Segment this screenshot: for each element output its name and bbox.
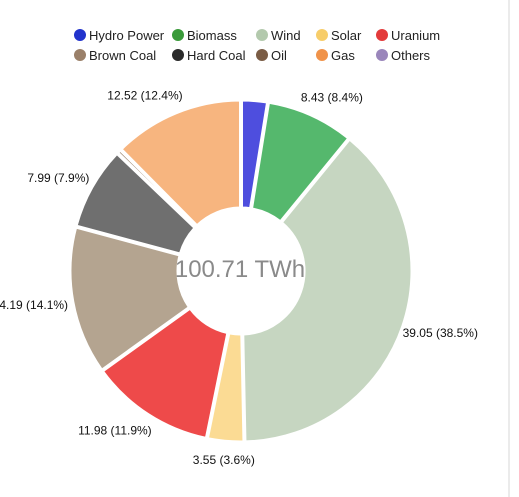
legend-item-oil[interactable]: Oil [256, 47, 316, 63]
slice-label-biomass: 8.43 (8.4%) [301, 91, 363, 105]
slice-oil[interactable] [118, 150, 196, 227]
legend: Hydro Power Biomass Wind Solar Uranium Brown … [74, 27, 474, 63]
legend-label: Solar [331, 27, 362, 43]
legend-item-hydro-power[interactable]: Hydro Power [74, 27, 172, 43]
legend-label: Hard Coal [187, 47, 246, 63]
legend-swatch [376, 49, 388, 61]
legend-label: Brown Coal [89, 47, 157, 63]
legend-swatch [172, 49, 184, 61]
slice-wind[interactable] [243, 139, 412, 442]
legend-item-wind[interactable]: Wind [256, 27, 316, 43]
slice-label-hard-coal: 7.99 (7.9%) [27, 171, 89, 185]
legend-swatch [316, 49, 328, 61]
legend-item-gas[interactable]: Gas [316, 47, 376, 63]
legend-label: Gas [331, 47, 355, 63]
legend-label: Hydro Power [89, 27, 165, 43]
slice-solar[interactable] [207, 333, 244, 442]
slice-hydro-power[interactable] [242, 100, 267, 209]
legend-item-hard-coal[interactable]: Hard Coal [172, 47, 256, 63]
legend-swatch [256, 49, 268, 61]
legend-label: Others [391, 47, 431, 63]
legend-swatch [172, 29, 184, 41]
slice-hard-coal[interactable] [76, 154, 195, 254]
legend-label: Wind [271, 27, 301, 43]
legend-swatch [376, 29, 388, 41]
slice-uranium[interactable] [103, 309, 228, 438]
legend-label: Biomass [187, 27, 237, 43]
legend-item-others[interactable]: Others [376, 47, 456, 63]
slice-gas[interactable] [121, 100, 240, 226]
panel-edge [508, 0, 510, 497]
slice-label-gas: 12.52 (12.4%) [107, 88, 182, 102]
legend-item-biomass[interactable]: Biomass [172, 27, 256, 43]
legend-swatch [74, 29, 86, 41]
legend-item-uranium[interactable]: Uranium [376, 27, 456, 43]
slice-label-wind: 39.05 (38.5%) [403, 326, 478, 340]
slice-biomass[interactable] [252, 102, 348, 222]
slice-label-brown-coal: 14.19 (14.1%) [0, 298, 68, 312]
legend-swatch [256, 29, 268, 41]
slice-brown-coal[interactable] [70, 227, 189, 370]
donut-slices [70, 100, 412, 442]
legend-swatch [316, 29, 328, 41]
slice-label-uranium: 11.98 (11.9%) [78, 423, 152, 437]
legend-item-brown-coal[interactable]: Brown Coal [74, 47, 172, 63]
slice-labels: 8.43 (8.4%) 39.05 (38.5%) 3.55 (3.6%) 11.98… [0, 88, 478, 467]
legend-item-solar[interactable]: Solar [316, 27, 376, 43]
center-total: 100.71 TWh [175, 256, 305, 283]
slice-label-solar: 3.55 (3.6%) [193, 453, 255, 467]
legend-swatch [74, 49, 86, 61]
legend-label: Oil [271, 47, 287, 63]
legend-label: Uranium [391, 27, 441, 43]
